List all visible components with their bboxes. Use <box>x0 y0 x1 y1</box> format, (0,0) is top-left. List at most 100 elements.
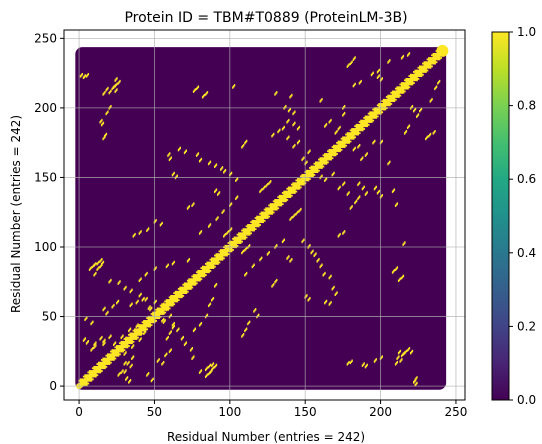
diagonal-cell <box>269 205 272 208</box>
diagonal-cell <box>135 336 138 339</box>
diagonal-cell <box>144 328 147 331</box>
diagonal-cell <box>385 96 388 98</box>
diagonal-cell <box>438 55 441 58</box>
contact-cell <box>400 354 403 358</box>
contact-cell <box>207 365 210 369</box>
diagonal-cell <box>290 187 293 190</box>
diagonal-cell <box>269 207 272 210</box>
diagonal-cell <box>185 292 188 295</box>
diagonal-cell <box>220 250 222 253</box>
contact-cell <box>438 79 441 83</box>
diagonal-cell <box>218 261 221 264</box>
contact-cell <box>92 320 94 323</box>
diagonal-cell <box>103 367 106 370</box>
diagonal-cell <box>325 158 328 161</box>
contact-cell <box>293 145 295 148</box>
diagonal-cell <box>207 271 210 274</box>
contact-cell <box>209 363 212 367</box>
contact-cell <box>173 260 175 264</box>
diagonal-cell <box>406 84 409 87</box>
contact-cell <box>198 324 201 327</box>
diagonal-cell <box>405 77 408 80</box>
diagonal-cell <box>235 236 237 239</box>
diagonal-cell <box>116 352 118 354</box>
diagonal-cell <box>260 217 263 219</box>
diagonal-cell <box>394 87 397 90</box>
contact-cell <box>343 106 345 109</box>
contact-cell <box>104 133 107 137</box>
contact-cell <box>125 351 127 354</box>
diagonal-cell <box>375 109 378 112</box>
diagonal-cell <box>293 185 296 187</box>
diagonal-cell <box>345 140 347 143</box>
diagonal-cell <box>387 103 390 105</box>
contact-cell <box>291 216 293 219</box>
contact-cell <box>287 136 289 140</box>
contact-cell <box>245 246 248 250</box>
diagonal-cell <box>388 96 391 98</box>
diagonal-cell <box>159 304 162 307</box>
diagonal-cell <box>260 221 263 224</box>
diagonal-cell <box>333 146 335 148</box>
contact-cell <box>183 151 186 155</box>
contact-cell <box>179 146 181 150</box>
diagonal-cell <box>348 139 350 141</box>
contact-cell <box>339 185 341 189</box>
diagonal-cell <box>391 91 394 94</box>
diagonal-cell <box>209 264 212 267</box>
contact-cell <box>163 320 166 323</box>
diagonal-cell <box>334 153 337 155</box>
diagonal-cell <box>125 339 127 342</box>
diagonal-cell <box>102 357 105 360</box>
diagonal-cell <box>93 368 96 371</box>
contact-cell <box>154 267 156 270</box>
diagonal-cell <box>150 324 153 326</box>
contact-cell <box>375 185 377 189</box>
diagonal-cell <box>266 207 269 210</box>
diagonal-cell <box>434 61 436 64</box>
contact-cell <box>168 158 171 162</box>
diagonal-cell <box>245 229 248 232</box>
diagonal-cell <box>403 79 406 82</box>
contact-cell <box>82 339 85 342</box>
diagonal-cell <box>372 114 375 116</box>
diagonal-cell <box>286 192 289 194</box>
contact-cell <box>102 121 105 125</box>
diagonal-cell <box>290 183 293 186</box>
diagonal-cell <box>310 165 313 168</box>
diagonal-cell <box>96 374 99 377</box>
contact-cell <box>314 253 316 256</box>
diagonal-cell <box>174 292 177 295</box>
contact-cell <box>354 82 356 86</box>
diagonal-cell <box>277 203 280 205</box>
diagonal-cell <box>254 222 257 225</box>
diagonal-cell <box>308 171 311 173</box>
diagonal-cell <box>117 354 120 357</box>
diagonal-cell <box>103 357 106 360</box>
contact-cell <box>294 121 296 125</box>
contact-cell <box>426 135 429 138</box>
diagonal-cell <box>396 90 399 93</box>
diagonal-cell <box>254 225 257 228</box>
diagonal-cell <box>114 349 117 352</box>
contact-cell <box>274 246 276 249</box>
diagonal-cell <box>278 201 281 204</box>
diagonal-cell <box>241 233 243 236</box>
contact-cell <box>338 234 340 237</box>
contact-cell <box>105 112 107 116</box>
diagonal-cell <box>358 128 361 130</box>
diagonal-cell <box>227 242 230 244</box>
diagonal-cell <box>388 101 391 104</box>
contact-cell <box>293 122 295 126</box>
diagonal-cell <box>226 251 228 254</box>
diagonal-cell <box>287 196 290 199</box>
diagonal-cell <box>82 382 85 385</box>
diagonal-cell <box>431 61 433 64</box>
diagonal-cell <box>143 329 145 332</box>
diagonal-cell <box>337 146 340 148</box>
diagonal-cell <box>257 224 260 226</box>
diagonal-cell <box>111 352 114 354</box>
diagonal-cell <box>295 179 298 182</box>
diagonal-cell <box>396 86 399 89</box>
contact-cell <box>232 86 234 89</box>
